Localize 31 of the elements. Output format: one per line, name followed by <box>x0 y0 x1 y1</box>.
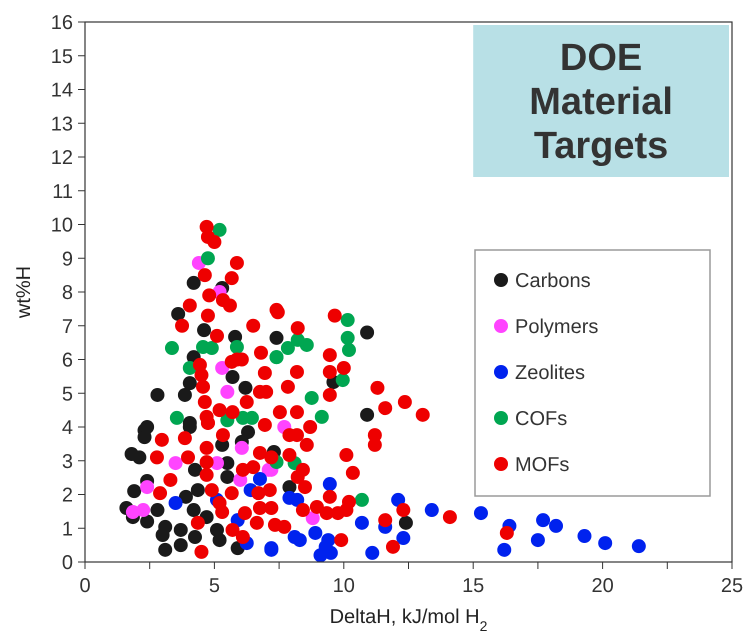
y-tick-label: 4 <box>62 417 73 439</box>
x-tick-label: 10 <box>332 575 355 597</box>
x-tick-label: 5 <box>208 575 220 597</box>
y-tick-label: 5 <box>62 383 73 406</box>
y-tick-label: 15 <box>50 46 73 68</box>
legend-label: Zeolites <box>515 362 586 384</box>
y-tick-label: 0 <box>62 552 73 574</box>
x-tick-label: 15 <box>462 575 484 597</box>
y-tick-label: 3 <box>62 450 73 473</box>
y-tick-label: 8 <box>62 282 73 304</box>
y-axis-title: wt%H <box>13 266 35 320</box>
y-tick-label: 13 <box>50 113 73 136</box>
x-axis-title: DeltaH, kJ/mol H$_{2}$ <box>330 606 488 633</box>
y-tick-label: 12 <box>50 147 73 169</box>
legend-label: Carbons <box>515 270 591 292</box>
y-tick-label: 9 <box>62 248 73 270</box>
annotation: DOE Material Targets <box>529 37 673 167</box>
y-tick-label: 1 <box>62 518 73 540</box>
y-tick-label: 10 <box>50 214 73 236</box>
legend-label: MOFs <box>515 454 570 476</box>
y-tick-label: 16 <box>50 12 73 34</box>
y-tick-label: 2 <box>62 484 73 506</box>
y-tick-label: 11 <box>52 180 73 203</box>
y-tick-label: 6 <box>62 350 73 372</box>
x-tick-label: 20 <box>591 575 614 597</box>
y-tick-label: 7 <box>62 316 73 338</box>
y-tick-label: 14 <box>50 80 73 102</box>
x-tick-label: 25 <box>720 575 744 597</box>
x-tick-label: 0 <box>79 575 91 597</box>
legend-label: Polymers <box>515 316 598 338</box>
legend-label: COFs <box>515 408 568 430</box>
